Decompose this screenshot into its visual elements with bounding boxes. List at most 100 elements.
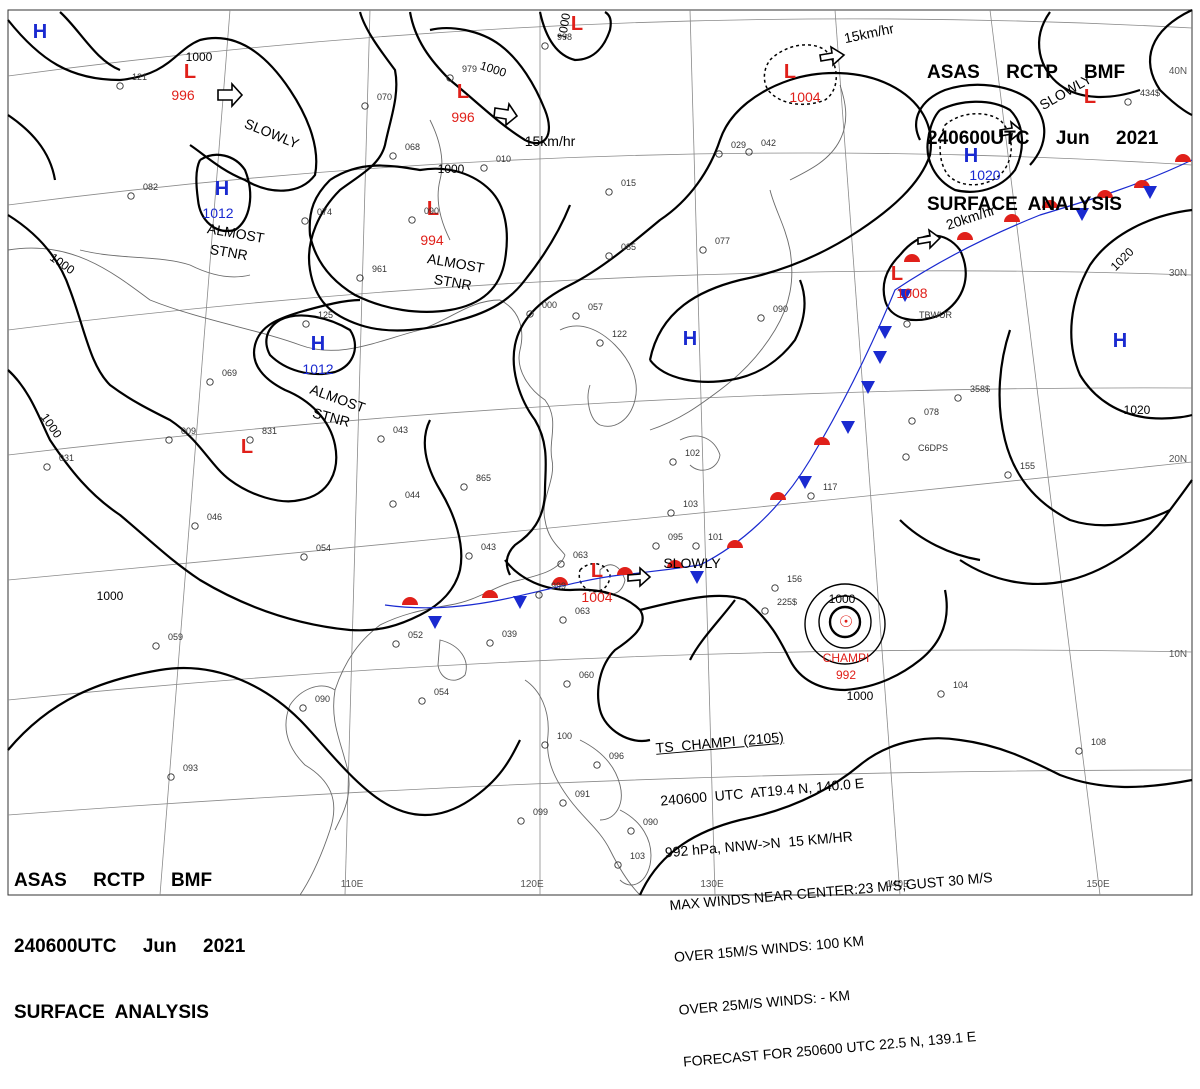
header-line-1: ASAS RCTP BMF	[927, 62, 1126, 83]
high-pressure-mark: H	[311, 333, 325, 355]
isobar-1000-g	[7, 214, 361, 503]
storm-info-line-7: FORECAST FOR 250600 UTC 22.5 N, 139.1 E	[682, 1028, 977, 1070]
station-circle-icon	[116, 82, 124, 90]
typhoon-ring-middle	[818, 595, 872, 649]
isobar-1000-c	[408, 11, 550, 145]
typhoon-champi-rings	[804, 583, 886, 665]
station-report-value: 091	[575, 789, 590, 799]
station-circle-icon	[593, 761, 601, 769]
weather-map: L 996 L 996 L 994 L 1004 L L 1008 L 1004 L L H 1012 H 1012…	[7, 9, 1193, 896]
station-report-value: 015	[621, 178, 636, 188]
station-report-value: 063	[575, 606, 590, 616]
station-circle-icon	[605, 188, 613, 196]
cold-front-mark	[513, 596, 527, 609]
station-report-value: 108	[1091, 737, 1106, 747]
isobar-1004-center	[689, 599, 736, 661]
longitude-label: 130E	[700, 879, 724, 890]
station-report-value: 103	[683, 499, 698, 509]
station-circle-icon	[954, 394, 962, 402]
station-report-value: 999	[551, 581, 566, 591]
station-report-value: 039	[502, 629, 517, 639]
isobar-1000-k	[639, 589, 948, 692]
station-circle-icon	[152, 642, 160, 650]
isobar-value-label: 1000	[829, 592, 856, 606]
coast-hainan	[437, 639, 467, 681]
station-circle-icon	[389, 500, 397, 508]
longitude-label: 110E	[341, 879, 364, 890]
latitude-line-40n	[7, 18, 1193, 77]
cold-front-mark	[798, 476, 812, 489]
station-circle-icon	[1004, 471, 1012, 479]
isobar-1000-f	[538, 11, 612, 62]
station-report-value: 358$	[970, 384, 990, 394]
cold-front-mark	[841, 421, 855, 434]
arrow-icon	[627, 566, 652, 588]
station-report-value: 122	[612, 329, 627, 339]
station-report-value: 042	[761, 138, 776, 148]
storm-info-line-4: MAX WINDS NEAR CENTER:23 M/S,GUST 30 M/S	[668, 868, 994, 913]
header-line-2: 240600UTC Jun 2021	[927, 128, 1159, 149]
station-report-value: 155	[1020, 461, 1035, 471]
station-circle-icon	[572, 312, 580, 320]
coast-hokkaido	[789, 84, 847, 181]
storm-info-line-2: 240600 UTC AT19.4 N, 140.0 E	[659, 774, 865, 809]
station-circle-icon	[627, 827, 635, 835]
isobar-1016-se	[998, 329, 1171, 527]
low-pressure-mark: L	[184, 61, 196, 83]
isobar-1000-h	[7, 369, 463, 632]
station-report-value: 054	[316, 543, 331, 553]
cold-front-mark	[1143, 186, 1157, 199]
station-circle-icon	[757, 314, 765, 322]
station-circle-icon	[165, 436, 173, 444]
station-circle-icon	[1075, 747, 1083, 755]
isobar-1016-ne	[915, 83, 1046, 166]
high-pressure-mark: H	[683, 328, 697, 350]
isobar-value-label: 1000	[186, 50, 213, 64]
station-report-value: 070	[377, 92, 392, 102]
station-circle-icon	[908, 417, 916, 425]
warm-front-mark	[770, 492, 786, 500]
isobar-1004-w	[7, 114, 57, 181]
station-report-value: 043	[393, 425, 408, 435]
station-report-value: 082	[143, 182, 158, 192]
station-report-value: 979	[462, 64, 477, 74]
isobar-1000-ne	[1149, 9, 1193, 117]
station-circle-icon	[356, 274, 364, 282]
station-report-value: 104	[953, 680, 968, 690]
arrow-icon	[819, 45, 846, 67]
low-pressure-mark: L	[1084, 86, 1096, 108]
station-report-value: 074	[317, 207, 332, 217]
center-pressure-value: 1012	[302, 361, 333, 377]
station-circle-icon	[246, 436, 254, 444]
center-pressure-value: 1004	[581, 589, 612, 605]
isobar-1012-se	[959, 479, 1193, 586]
station-report-value: 998	[557, 32, 572, 42]
low-pressure-mark: L	[571, 13, 583, 35]
isobar-1000-e	[307, 11, 572, 332]
latitude-line-5n	[7, 769, 1193, 816]
arrow-icon	[917, 228, 942, 250]
station-circle-icon	[699, 246, 707, 254]
stationary-front-line	[384, 159, 1193, 609]
dashed-isobar-1004	[763, 44, 837, 106]
warm-front-mark	[1175, 154, 1191, 162]
station-report-value: 100	[557, 731, 572, 741]
station-report-value: 044	[405, 490, 420, 500]
typhoon-name: CHAMPI	[823, 651, 870, 665]
coast-japan-honshu	[649, 189, 793, 431]
station-report-value: 099	[533, 807, 548, 817]
dashed-isobar-low	[578, 563, 611, 593]
station-circle-icon	[377, 435, 385, 443]
isobar-1020-east	[1070, 208, 1193, 420]
typhoon-ring-inner	[828, 605, 862, 639]
coast-china-north	[7, 247, 566, 556]
station-report-value: 103	[630, 851, 645, 861]
center-pressure-value: 994	[420, 232, 444, 248]
movement-arrows	[217, 45, 1024, 588]
typhoon-ring-outer	[804, 583, 886, 665]
latitude-label: 10N	[1169, 649, 1187, 660]
warm-front-mark	[482, 590, 498, 598]
longitude-label: 150E	[1086, 879, 1110, 890]
station-circle-icon	[771, 584, 779, 592]
station-report-value: 029	[731, 140, 746, 150]
